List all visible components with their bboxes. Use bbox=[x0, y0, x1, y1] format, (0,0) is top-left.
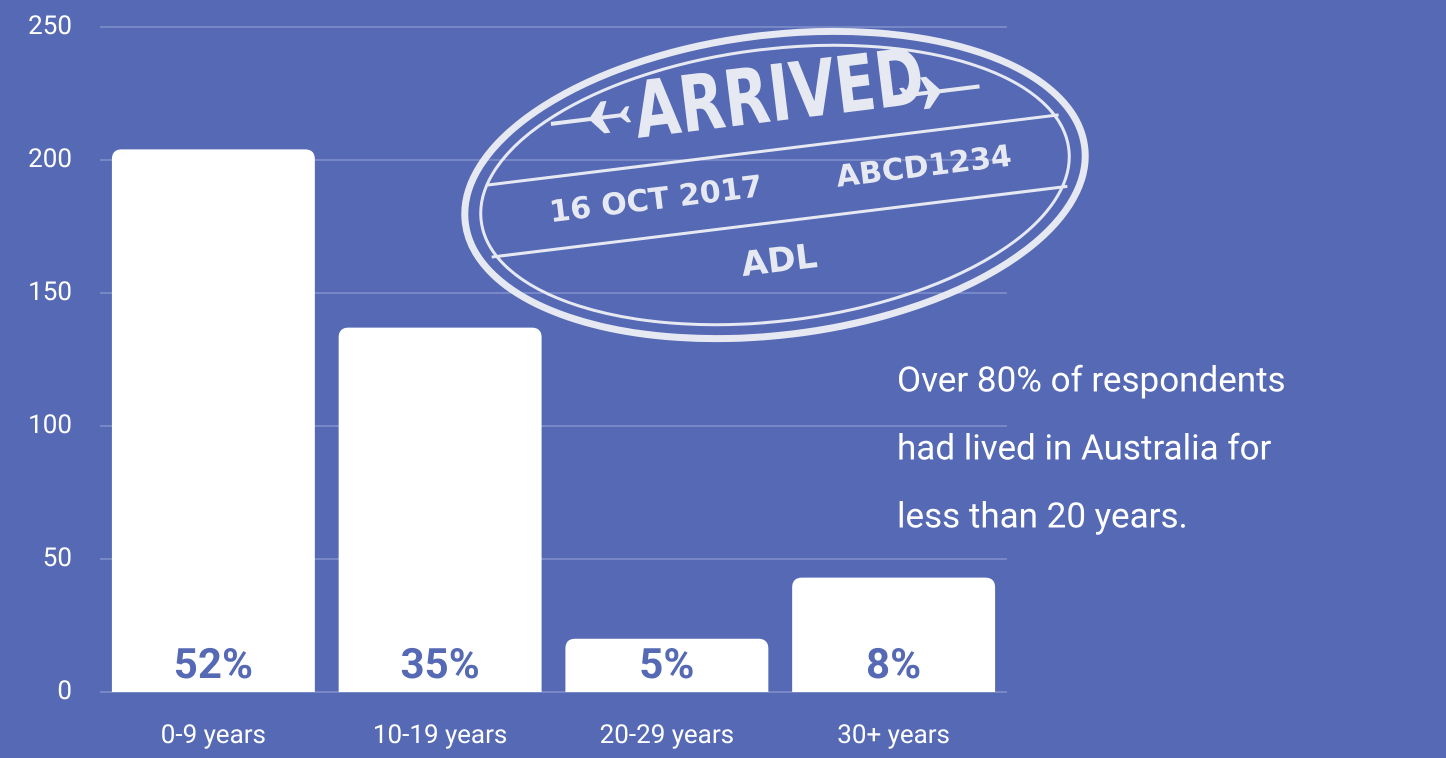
y-tick-label: 200 bbox=[28, 144, 72, 174]
chart: 0 50 100 150 200 250 0-9 years 52% 10-19 years 35… bbox=[0, 0, 1446, 758]
percent-label: 52% bbox=[174, 640, 253, 689]
x-tick-label: 0-9 years bbox=[161, 720, 266, 750]
annotation-line: had lived in Australia for bbox=[897, 427, 1272, 468]
y-tick-label: 50 bbox=[43, 543, 72, 573]
y-tick-label: 0 bbox=[57, 676, 72, 706]
x-tick-label: 20-29 years bbox=[600, 720, 734, 750]
annotation-line: Over 80% of respondents bbox=[897, 359, 1286, 400]
percent-label: 35% bbox=[401, 640, 480, 689]
x-tick-label: 30+ years bbox=[837, 720, 950, 750]
y-tick-label: 250 bbox=[28, 11, 72, 41]
bar bbox=[112, 149, 315, 692]
y-tick-label: 150 bbox=[28, 277, 72, 307]
y-tick-label: 100 bbox=[28, 410, 72, 440]
bar bbox=[339, 328, 542, 692]
percent-label: 8% bbox=[866, 640, 921, 689]
percent-label: 5% bbox=[639, 640, 694, 689]
x-tick-label: 10-19 years bbox=[373, 720, 507, 750]
annotation-line: less than 20 years. bbox=[897, 495, 1188, 536]
